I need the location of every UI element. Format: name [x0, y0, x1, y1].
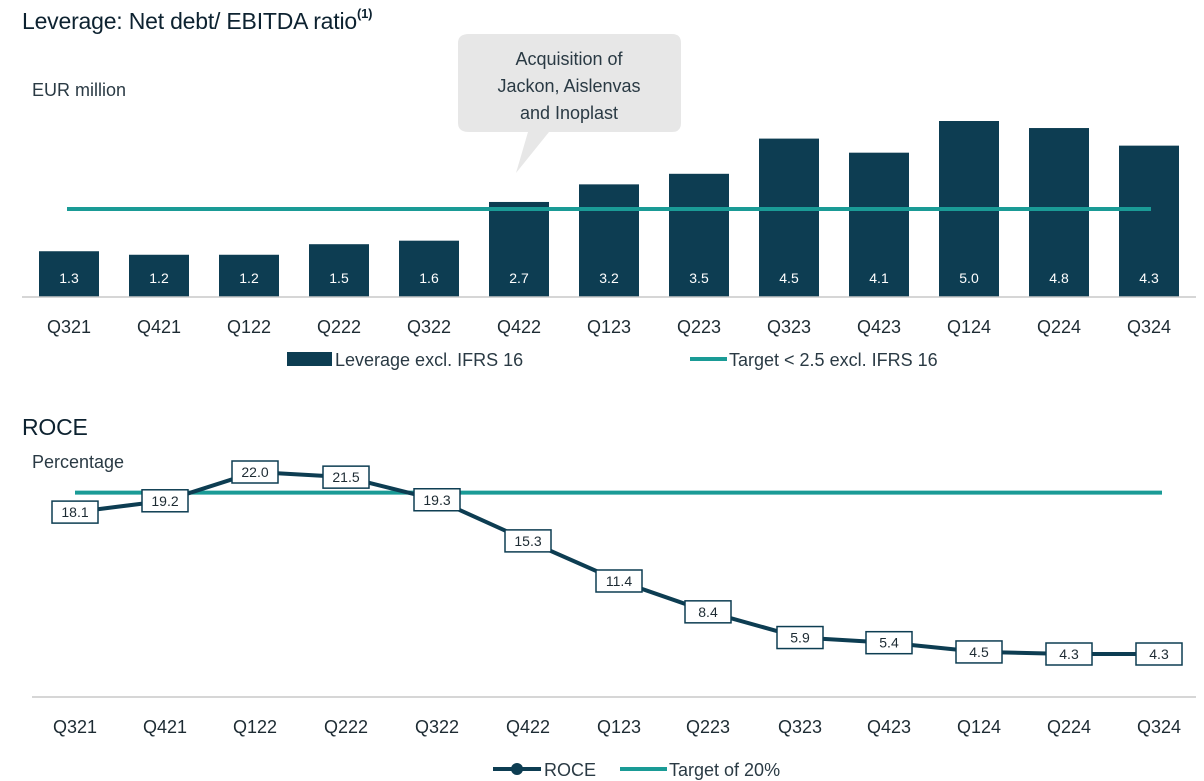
leverage-bar-label: 3.2: [599, 270, 619, 286]
roce-data-label: 18.1: [61, 504, 88, 520]
leverage-x-tick: Q222: [317, 317, 361, 337]
acquisition-callout-text: and Inoplast: [520, 103, 618, 123]
leverage-x-tick: Q422: [497, 317, 541, 337]
legend-bar-label: Leverage excl. IFRS 16: [335, 350, 523, 370]
roce-x-tick: Q222: [324, 717, 368, 737]
leverage-bar: [759, 138, 819, 297]
leverage-bar-label: 1.5: [329, 270, 349, 286]
leverage-bar: [309, 244, 369, 297]
roce-unit: Percentage: [32, 452, 125, 472]
leverage-title-footnote: (1): [356, 6, 373, 22]
roce-data-label: 21.5: [332, 469, 359, 485]
roce-x-tick: Q421: [143, 717, 187, 737]
roce-x-tick: Q122: [233, 717, 277, 737]
roce-data-label: 4.5: [969, 644, 989, 660]
legend-roce-target-label: Target of 20%: [669, 760, 780, 780]
roce-data-label-box: [684, 600, 732, 624]
leverage-bar-label: 1.6: [419, 270, 439, 286]
leverage-bar-label: 5.0: [959, 270, 979, 286]
leverage-x-tick: Q224: [1037, 317, 1081, 337]
leverage-bar-label: 4.3: [1139, 270, 1159, 286]
roce-data-label-box: [595, 569, 643, 593]
roce-data-label-box: [322, 465, 370, 489]
roce-x-tick: Q124: [957, 717, 1001, 737]
leverage-bar-label: 1.2: [239, 270, 259, 286]
roce-x-tick: Q321: [53, 717, 97, 737]
roce-data-label-box: [1135, 642, 1183, 666]
leverage-x-tick: Q324: [1127, 317, 1171, 337]
leverage-chart: 1.3 Q321 1.2 Q421 1.2 Q122 1.5 Q222 1.6 Q322 2.7 Q4…: [22, 34, 1196, 370]
roce-x-tick: Q224: [1047, 717, 1091, 737]
leverage-x-tick: Q323: [767, 317, 811, 337]
roce-data-label: 4.3: [1149, 646, 1169, 662]
acquisition-callout-text: Jackon, Aislenvas: [497, 76, 640, 96]
leverage-bar: [579, 184, 639, 297]
roce-data-label-box: [1045, 642, 1093, 666]
leverage-title: Leverage: Net debt/ EBITDA ratio(1): [22, 6, 373, 35]
leverage-bar: [1029, 128, 1089, 297]
roce-x-tick: Q323: [778, 717, 822, 737]
roce-data-label-box: [141, 489, 189, 513]
acquisition-callout-bubble: [458, 34, 681, 173]
leverage-x-tick: Q122: [227, 317, 271, 337]
leverage-bar: [669, 173, 729, 297]
roce-x-tick: Q223: [686, 717, 730, 737]
acquisition-callout-text: Acquisition of: [515, 49, 623, 69]
legend-bar-swatch: [287, 352, 332, 366]
roce-data-label-box: [504, 529, 552, 553]
roce-data-label-box: [413, 488, 461, 512]
legend-roce-label: ROCE: [544, 760, 596, 780]
leverage-x-tick: Q223: [677, 317, 721, 337]
roce-data-label-box: [955, 640, 1003, 664]
leverage-x-tick: Q123: [587, 317, 631, 337]
roce-data-label: 22.0: [241, 464, 268, 480]
roce-x-tick: Q322: [415, 717, 459, 737]
roce-data-label-box: [865, 630, 913, 655]
roce-data-label: 19.3: [423, 492, 450, 508]
roce-data-label: 11.4: [606, 573, 632, 589]
leverage-x-tick: Q321: [47, 317, 91, 337]
leverage-x-tick: Q322: [407, 317, 451, 337]
leverage-bar-label: 1.2: [149, 270, 169, 286]
leverage-bar-label: 4.8: [1049, 270, 1069, 286]
roce-x-tick: Q423: [867, 717, 911, 737]
leverage-bar: [129, 254, 189, 297]
leverage-bar-label: 1.3: [59, 270, 79, 286]
roce-series-line: [74, 470, 1159, 656]
leverage-x-tick: Q423: [857, 317, 901, 337]
roce-data-label: 8.4: [698, 604, 718, 620]
leverage-bar: [1119, 145, 1179, 297]
leverage-bar-label: 4.1: [869, 270, 889, 286]
leverage-bar: [219, 254, 279, 297]
leverage-bar: [399, 240, 459, 297]
leverage-bar-label: 2.7: [509, 270, 529, 286]
roce-data-label-box: [231, 460, 279, 484]
roce-data-label: 19.2: [151, 493, 178, 509]
roce-title: ROCE: [22, 414, 88, 440]
legend-target-label: Target < 2.5 excl. IFRS 16: [729, 350, 938, 370]
roce-data-label: 5.4: [879, 635, 899, 651]
leverage-bar: [39, 251, 99, 297]
leverage-bar: [489, 201, 549, 297]
roce-x-tick: Q123: [597, 717, 641, 737]
leverage-title-text: Leverage: Net debt/ EBITDA ratio: [22, 8, 357, 34]
leverage-bar-label: 3.5: [689, 270, 709, 286]
roce-data-label: 5.9: [790, 630, 810, 646]
leverage-bar: [849, 152, 909, 297]
roce-x-tick: Q422: [506, 717, 550, 737]
leverage-x-tick: Q421: [137, 317, 181, 337]
roce-data-label-box: [776, 625, 824, 650]
legend-roce-marker: [511, 763, 523, 775]
roce-data-label: 15.3: [514, 533, 541, 549]
roce-data-label: 4.3: [1059, 646, 1079, 662]
roce-data-label-box: [51, 500, 99, 524]
leverage-bar-label: 4.5: [779, 270, 799, 286]
leverage-unit: EUR million: [32, 80, 127, 100]
leverage-x-tick: Q124: [947, 317, 991, 337]
roce-x-tick: Q324: [1137, 717, 1181, 737]
